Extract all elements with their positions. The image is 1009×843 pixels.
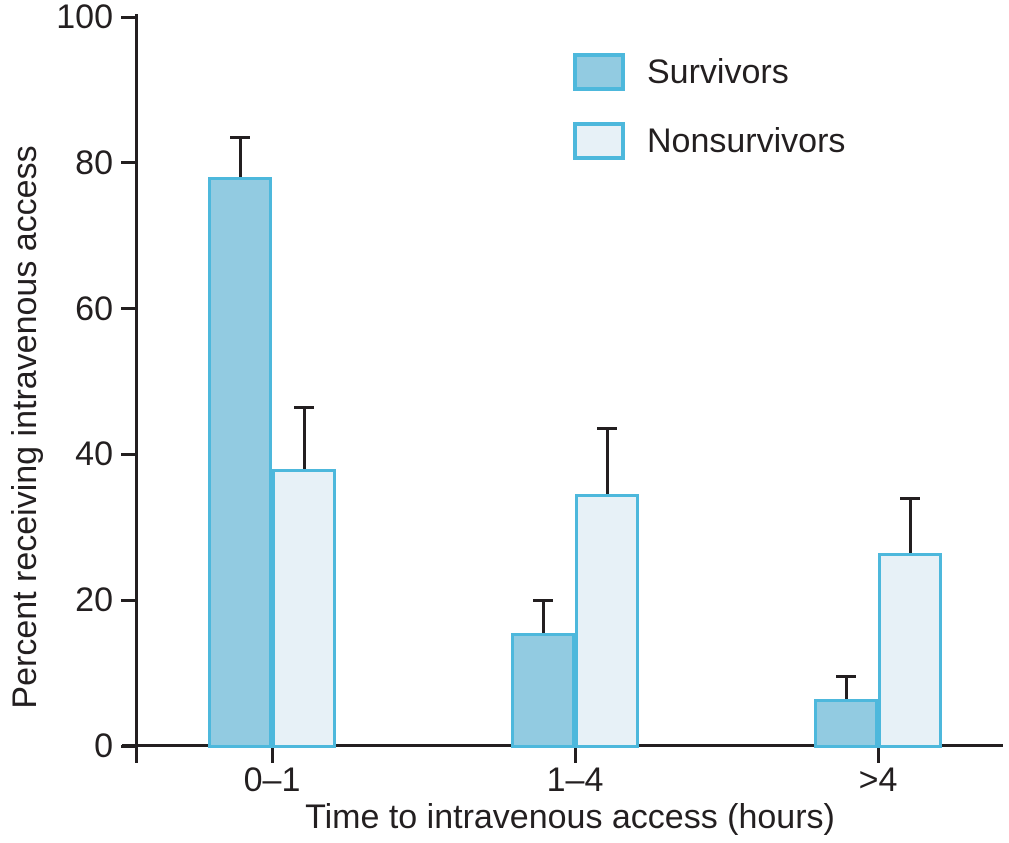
error-bar-cap-nonsurvivors-2 [900, 496, 920, 500]
bar-survivors-1 [511, 633, 575, 748]
y-tick [121, 15, 137, 19]
y-tick [121, 452, 137, 456]
bar-nonsurvivors-1 [575, 494, 639, 748]
legend-label-nonsurvivors: Nonsurvivors [647, 122, 846, 160]
x-tick [270, 746, 274, 763]
y-tick-label: 60 [75, 289, 113, 328]
bar-survivors-2 [814, 698, 878, 748]
error-bar-stem-nonsurvivors-2 [908, 498, 912, 553]
x-tick-label: 0–1 [243, 761, 301, 799]
bar-survivors-0 [208, 177, 272, 748]
survivors-swatch-icon [573, 53, 625, 91]
y-axis-title: Percent receiving intravenous access [6, 145, 44, 709]
x-tick-label: >4 [858, 761, 898, 799]
error-bar-stem-nonsurvivors-0 [302, 407, 306, 469]
y-axis-line [135, 14, 138, 763]
legend-item-survivors: Survivors [573, 53, 845, 91]
error-bar-cap-nonsurvivors-0 [294, 405, 314, 409]
error-bar-cap-nonsurvivors-1 [597, 427, 617, 431]
error-bar-stem-survivors-1 [541, 600, 545, 633]
y-tick [121, 161, 137, 165]
nonsurvivors-swatch-icon [573, 122, 625, 160]
x-tick-label: 1–4 [546, 761, 604, 799]
y-tick-label: 0 [94, 727, 113, 765]
x-axis-title: Time to intravenous access (hours) [305, 798, 835, 836]
legend: Survivors Nonsurvivors [573, 53, 845, 160]
y-tick-label: 20 [75, 581, 113, 620]
error-bar-cap-survivors-0 [230, 135, 250, 139]
legend-label-survivors: Survivors [647, 53, 789, 91]
error-bar-cap-survivors-2 [836, 675, 856, 679]
bar-nonsurvivors-2 [878, 552, 942, 748]
x-tick [573, 746, 577, 763]
error-bar-stem-survivors-0 [238, 137, 242, 178]
error-bar-stem-nonsurvivors-1 [605, 428, 609, 495]
x-tick [876, 746, 880, 763]
y-tick-label: 40 [75, 435, 113, 474]
error-bar-cap-survivors-1 [533, 598, 553, 602]
bar-nonsurvivors-0 [272, 468, 336, 748]
y-tick-label: 80 [75, 143, 113, 182]
y-tick-label: 100 [56, 0, 113, 36]
legend-item-nonsurvivors: Nonsurvivors [573, 122, 845, 160]
y-tick [121, 598, 137, 602]
y-tick [121, 307, 137, 311]
error-bar-stem-survivors-2 [844, 676, 848, 699]
